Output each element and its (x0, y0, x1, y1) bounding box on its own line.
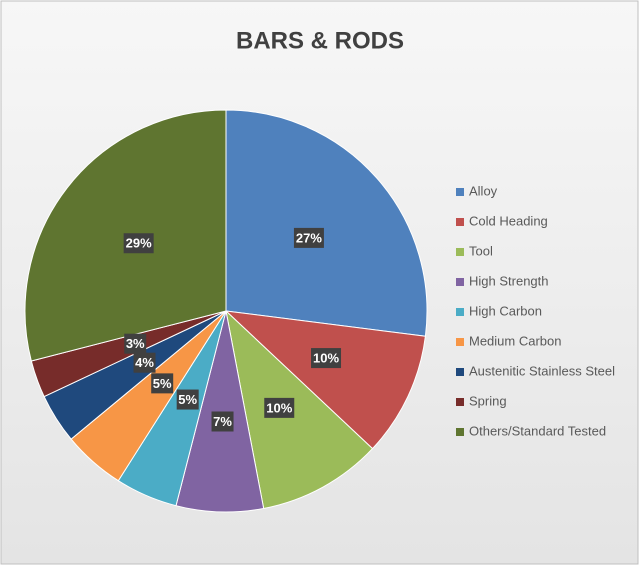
legend-label: Others/Standard Tested (469, 423, 606, 438)
data-label: 10% (266, 400, 292, 415)
data-label: 5% (153, 376, 172, 391)
data-label: 5% (178, 392, 197, 407)
legend-marker (456, 428, 464, 436)
legend-marker (456, 278, 464, 286)
legend-marker (456, 338, 464, 346)
data-label: 3% (126, 336, 145, 351)
data-label: 7% (213, 414, 232, 429)
data-label-box (176, 389, 199, 410)
data-label: 27% (296, 230, 322, 245)
legend-marker (456, 188, 464, 196)
data-label-box (124, 333, 147, 354)
legend-label: High Carbon (469, 303, 542, 318)
data-label-box (293, 227, 324, 248)
data-label-box (311, 348, 342, 369)
data-label-box (211, 411, 234, 432)
chart-title: BARS & RODS (236, 27, 404, 54)
data-label: 10% (313, 351, 339, 366)
legend-label: Cold Heading (469, 213, 548, 228)
data-label: 4% (135, 355, 154, 370)
data-label-box (123, 233, 154, 254)
legend-label: Austenitic Stainless Steel (469, 363, 615, 378)
legend-label: Spring (469, 393, 507, 408)
pie-slice (225, 309, 374, 510)
legend-marker (456, 218, 464, 226)
pie-slice (225, 109, 428, 337)
legend-label: Tool (469, 243, 493, 258)
legend-label: Alloy (469, 183, 498, 198)
data-label: 29% (126, 236, 152, 251)
data-label-box (133, 352, 156, 373)
legend-marker (456, 368, 464, 376)
legend-marker (456, 308, 464, 316)
legend-label: High Strength (469, 273, 549, 288)
pie-slice (224, 310, 426, 450)
legend-marker (456, 248, 464, 256)
legend-label: Medium Carbon (469, 333, 562, 348)
data-label-box (264, 397, 295, 418)
legend-marker (456, 398, 464, 406)
data-label-box (151, 373, 174, 394)
